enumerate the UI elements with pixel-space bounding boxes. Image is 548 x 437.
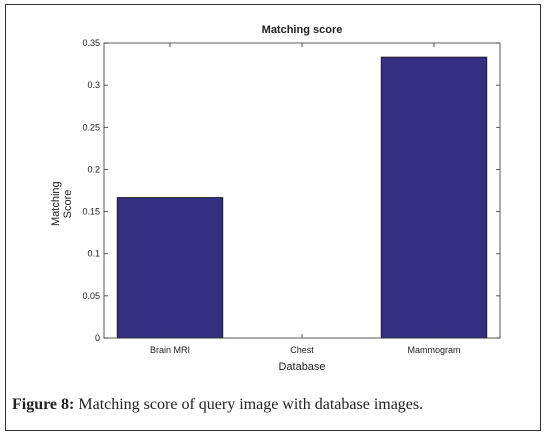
- bar-mammogram: [380, 56, 488, 339]
- chart-title: Matching score: [261, 24, 343, 36]
- x-tick-label: Chest: [290, 345, 314, 355]
- y-axis-label-line: Matching: [50, 181, 62, 226]
- y-tick-label: 0.35: [82, 38, 100, 48]
- y-axis-label: Matching Score: [50, 181, 74, 226]
- y-tick-label: 0.2: [87, 164, 100, 174]
- y-tick-label: 0.05: [82, 291, 100, 301]
- y-axis-label-line: Score: [62, 189, 74, 219]
- y-tick-label: 0.1: [87, 249, 100, 259]
- x-axis-label: Database: [278, 361, 326, 373]
- y-tick-label: 0.3: [87, 80, 100, 90]
- y-tick-label: 0.25: [82, 122, 100, 132]
- caption-text: Matching score of query image with datab…: [74, 396, 424, 413]
- y-tick-label: 0.15: [82, 207, 100, 217]
- x-tick-label: Mammogram: [407, 345, 460, 355]
- x-tick-label: Brain MRI: [150, 345, 190, 355]
- bar-brain-mri: [116, 197, 224, 339]
- caption-label: Figure 8:: [12, 396, 75, 413]
- y-tick-label: 0: [95, 333, 100, 343]
- figure-caption: Figure 8: Matching score of query image …: [12, 396, 542, 414]
